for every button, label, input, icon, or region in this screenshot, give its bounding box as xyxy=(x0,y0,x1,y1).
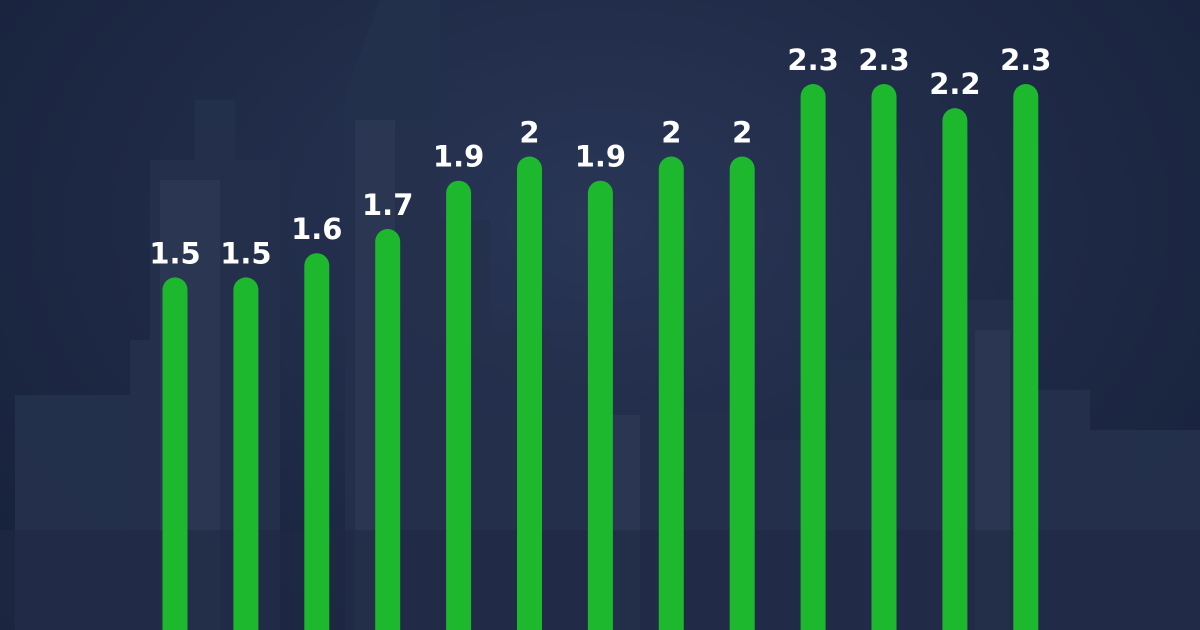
bar-13 xyxy=(1013,84,1039,630)
bar-value-label-2: 1.5 xyxy=(220,236,271,270)
bar-10 xyxy=(800,84,826,630)
bar-12 xyxy=(942,108,968,630)
bar-1 xyxy=(162,277,188,630)
bar-value-label-12: 2.2 xyxy=(929,67,980,101)
bar-value-label-4: 1.7 xyxy=(362,188,413,222)
bar-value-label-5: 1.9 xyxy=(433,140,484,174)
bar-5 xyxy=(446,180,472,630)
bar-value-label-9: 2 xyxy=(732,116,752,150)
bar-value-label-6: 2 xyxy=(519,116,539,150)
bar-value-label-11: 2.3 xyxy=(858,43,909,77)
bar-8 xyxy=(658,156,684,630)
bar-2 xyxy=(233,277,259,630)
bar-value-label-7: 1.9 xyxy=(575,140,626,174)
bar-value-label-10: 2.3 xyxy=(787,43,838,77)
bar-7 xyxy=(587,180,613,630)
bar-6 xyxy=(517,156,542,630)
bar-3 xyxy=(304,253,330,630)
bar-value-label-13: 2.3 xyxy=(1000,43,1051,77)
bar-9 xyxy=(729,156,755,630)
bar-11 xyxy=(871,84,897,630)
bar-value-label-3: 1.6 xyxy=(291,212,342,246)
bar-4 xyxy=(375,229,401,630)
bar-value-label-8: 2 xyxy=(661,116,681,150)
bar-value-label-1: 1.5 xyxy=(149,236,200,270)
